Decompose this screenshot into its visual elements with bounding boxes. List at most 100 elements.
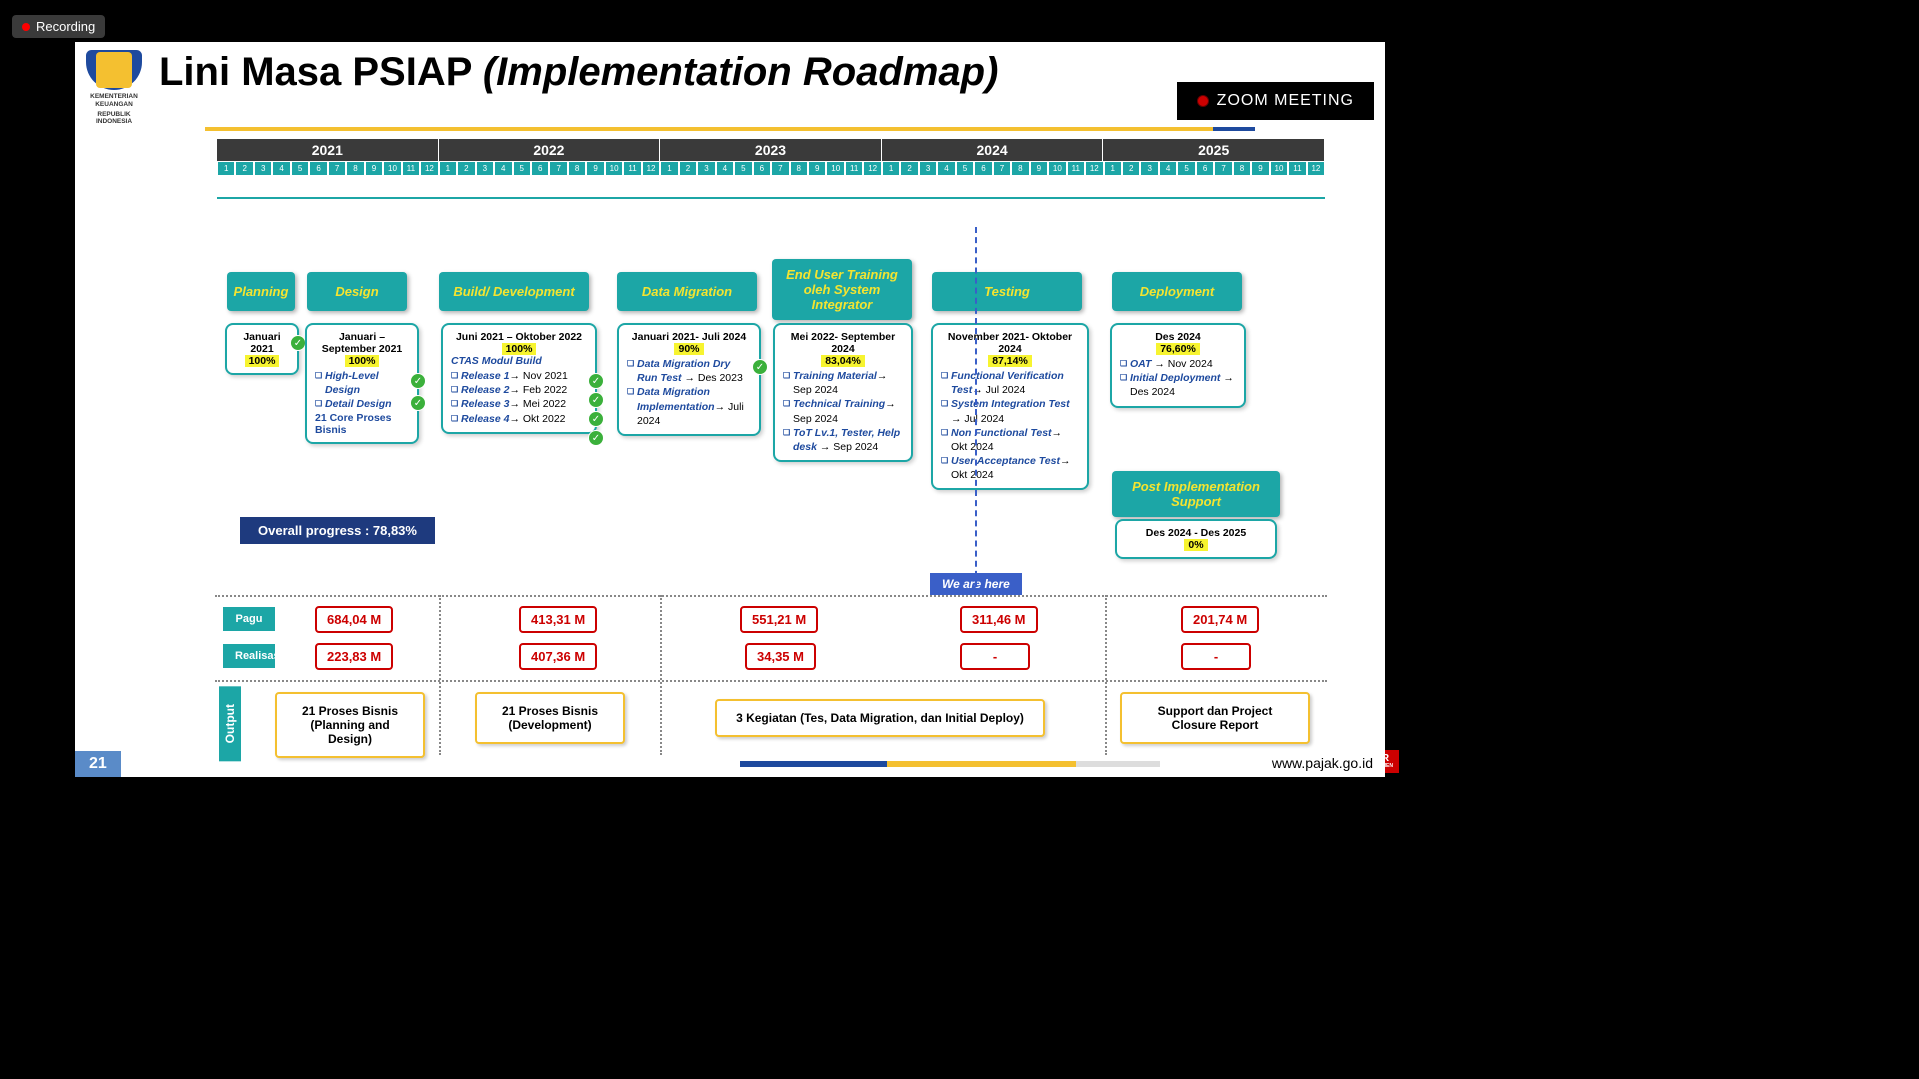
check-icon — [588, 411, 604, 427]
training-pct: 83,04% — [821, 355, 865, 367]
post-date: Des 2024 - Des 2025 — [1125, 527, 1267, 539]
phase-head-design: Design — [307, 272, 407, 311]
month-cell: 8 — [568, 161, 586, 176]
page-number: 21 — [75, 751, 121, 777]
design-date: Januari – September 2021 — [315, 331, 409, 355]
month-cell: 3 — [1140, 161, 1158, 176]
overall-progress: Overall progress : 78,83% — [240, 517, 435, 544]
design-item: High-Level Design — [315, 369, 409, 397]
month-cell: 6 — [753, 161, 771, 176]
month-cell: 7 — [549, 161, 567, 176]
month-cell: 7 — [328, 161, 346, 176]
training-item: Technical Training→ Sep 2024 — [783, 397, 903, 425]
design-item: Detail Design — [315, 397, 409, 411]
vdivider — [439, 595, 441, 755]
month-cell: 9 — [1251, 161, 1269, 176]
phases-area: Planning Januari 2021 100% Design Januar… — [217, 227, 1325, 547]
month-cell: 2 — [457, 161, 475, 176]
month-cell: 7 — [1214, 161, 1232, 176]
phase-box-testing: November 2021- Oktober 2024 87,14% Funct… — [931, 323, 1089, 490]
month-cell: 2 — [1122, 161, 1140, 176]
month-cell: 10 — [383, 161, 401, 176]
month-cell: 4 — [1159, 161, 1177, 176]
deploy-pct: 76,60% — [1156, 343, 1200, 355]
month-cell: 9 — [808, 161, 826, 176]
month-cell: 11 — [402, 161, 420, 176]
slide: KEMENTERIAN KEUANGAN REPUBLIK INDONESIA … — [75, 42, 1385, 777]
year: 2024 — [882, 139, 1104, 161]
realisasi-label: Realisasi — [223, 644, 275, 668]
deploy-item: Initial Deployment → Des 2024 — [1120, 371, 1236, 399]
month-cell: 3 — [476, 161, 494, 176]
planning-pct: 100% — [245, 355, 280, 367]
testing-item: Non Functional Test→ Okt 2024 — [941, 426, 1079, 454]
month-cell: 8 — [1233, 161, 1251, 176]
check-icon — [588, 392, 604, 408]
month-cell: 4 — [937, 161, 955, 176]
build-pct: 100% — [502, 343, 537, 355]
month-cell: 2 — [900, 161, 918, 176]
year: 2025 — [1103, 139, 1325, 161]
check-icon — [588, 430, 604, 446]
month-cell: 6 — [531, 161, 549, 176]
design-pct: 100% — [345, 355, 380, 367]
migration-pct: 90% — [674, 343, 703, 355]
pagu-value: 684,04 M — [315, 606, 393, 633]
pagu-value: 551,21 M — [740, 606, 818, 633]
year: 2021 — [217, 139, 439, 161]
build-item: Release 3→ Mei 2022 — [451, 397, 587, 411]
phase-head-migration: Data Migration — [617, 272, 757, 311]
month-cell: 7 — [993, 161, 1011, 176]
month-cell: 11 — [1288, 161, 1306, 176]
phase-box-training: Mei 2022- September 2024 83,04% Training… — [773, 323, 913, 462]
realisasi-value: - — [1181, 643, 1251, 670]
month-cell: 12 — [1085, 161, 1103, 176]
month-cell: 9 — [586, 161, 604, 176]
phase-box-post: Des 2024 - Des 2025 0% — [1115, 519, 1277, 559]
logo-text1: KEMENTERIAN KEUANGAN — [83, 93, 145, 107]
month-cell: 12 — [1307, 161, 1325, 176]
footer-url: www.pajak.go.id — [1272, 755, 1373, 771]
month-cell: 10 — [605, 161, 623, 176]
month-cell: 6 — [974, 161, 992, 176]
testing-pct: 87,14% — [988, 355, 1032, 367]
month-cell: 1 — [439, 161, 457, 176]
month-cell: 10 — [826, 161, 844, 176]
phase-head-deploy: Deployment — [1112, 272, 1242, 311]
month-cell: 4 — [272, 161, 290, 176]
migration-item: Data Migration Dry Run Test → Des 2023 — [627, 357, 751, 385]
build-item: Release 2→ Feb 2022 — [451, 383, 587, 397]
logo-text2: REPUBLIK INDONESIA — [83, 111, 145, 125]
phase-box-build: Juni 2021 – Oktober 2022 100% CTAS Modul… — [441, 323, 597, 434]
month-cell: 10 — [1048, 161, 1066, 176]
title-italic: (Implementation Roadmap) — [483, 50, 999, 94]
month-cell: 12 — [420, 161, 438, 176]
realisasi-value: - — [960, 643, 1030, 670]
divider-dotted — [215, 595, 1327, 597]
month-cell: 1 — [1104, 161, 1122, 176]
testing-item: Functional Verification Test→ Jul 2024 — [941, 369, 1079, 397]
year: 2022 — [439, 139, 661, 161]
vdivider — [660, 595, 662, 755]
month-cell: 9 — [1030, 161, 1048, 176]
check-icon — [290, 335, 306, 351]
realisasi-value: 223,83 M — [315, 643, 393, 670]
phase-box-migration: Januari 2021- Juli 2024 90% Data Migrati… — [617, 323, 761, 436]
phase-box-planning: Januari 2021 100% — [225, 323, 299, 375]
month-cell: 11 — [623, 161, 641, 176]
current-marker-line — [975, 227, 977, 587]
month-cell: 1 — [217, 161, 235, 176]
phase-head-planning: Planning — [227, 272, 295, 311]
training-date: Mei 2022- September 2024 — [783, 331, 903, 355]
month-cell: 4 — [716, 161, 734, 176]
deploy-item: OAT → Nov 2024 — [1120, 357, 1236, 371]
phase-head-testing: Testing — [932, 272, 1082, 311]
month-cell: 3 — [697, 161, 715, 176]
testing-item: System Integration Test → Jul 2024 — [941, 397, 1079, 425]
realisasi-value: 407,36 M — [519, 643, 597, 670]
month-cell: 7 — [771, 161, 789, 176]
zoom-meeting-badge: ZOOM MEETING — [1177, 82, 1374, 120]
ministry-logo: KEMENTERIAN KEUANGAN REPUBLIK INDONESIA — [83, 50, 145, 125]
month-cell: 2 — [235, 161, 253, 176]
month-cell: 12 — [642, 161, 660, 176]
